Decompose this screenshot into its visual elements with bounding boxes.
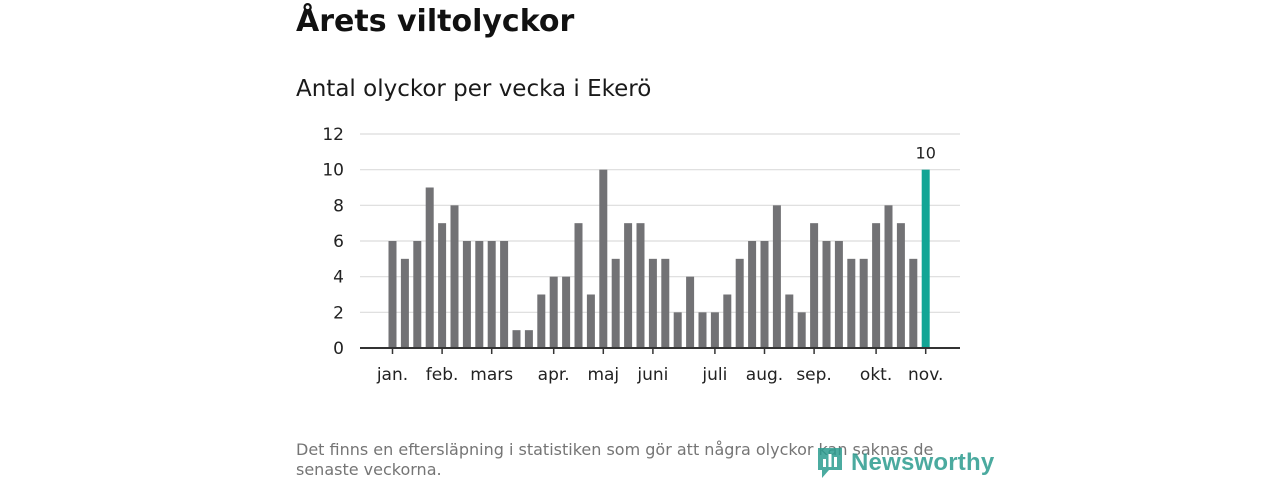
x-tick-label: apr. (538, 365, 570, 385)
bar (562, 276, 571, 348)
x-tick-label: juni (636, 365, 668, 385)
bar (847, 258, 856, 348)
bar (748, 241, 757, 348)
bar (834, 241, 843, 348)
bar (735, 258, 744, 348)
x-tick-label: aug. (746, 365, 783, 385)
bar (462, 241, 471, 348)
bar (425, 187, 434, 348)
bar (859, 258, 868, 348)
bar (475, 241, 484, 348)
newsworthy-logo-icon (818, 448, 842, 478)
x-tick-label: okt. (860, 365, 892, 385)
bar (438, 223, 447, 348)
bar (400, 258, 409, 348)
bar (524, 330, 533, 348)
bar (772, 205, 781, 348)
bar (611, 258, 620, 348)
bar-chart: 0 2 4 6 8 10 12 jan. feb. mars apr. maj juni juli aug… (322, 125, 960, 385)
bar (810, 223, 819, 348)
x-tick-label: sep. (796, 365, 832, 385)
bar (698, 312, 707, 348)
bar (884, 205, 893, 348)
bar (636, 223, 645, 348)
newsworthy-logo: Newsworthy (815, 446, 994, 480)
data-labels: 10 (916, 144, 936, 163)
footnote: Det finns en eftersläpning i statistiken… (296, 440, 934, 479)
bar (710, 312, 719, 348)
bar (500, 241, 509, 348)
bar (648, 258, 657, 348)
y-tick-label: 8 (333, 196, 344, 216)
chart-title: Årets viltolyckor (296, 4, 575, 39)
bar (723, 294, 732, 348)
bar (388, 241, 397, 348)
y-tick-label: 0 (333, 339, 344, 359)
newsworthy-logo-text: Newsworthy (851, 449, 995, 476)
y-tick-label: 4 (333, 268, 344, 288)
bar (760, 241, 769, 348)
bar (537, 294, 546, 348)
bar (413, 241, 422, 348)
bar (822, 241, 831, 348)
x-tick-label: maj (587, 365, 619, 385)
bar-highlight (921, 169, 930, 348)
grid-lines (360, 133, 960, 313)
bar (549, 276, 558, 348)
y-tick-label: 2 (333, 303, 344, 323)
y-tick-label: 12 (322, 125, 344, 145)
bar (797, 312, 806, 348)
bar (673, 312, 682, 348)
bar (909, 258, 918, 348)
bar (896, 223, 905, 348)
x-tick-label: feb. (426, 365, 459, 385)
y-axis-ticks: 0 2 4 6 8 10 12 (322, 125, 344, 359)
x-tick-label: mars (470, 365, 513, 385)
bar (624, 223, 633, 348)
x-tick-label: nov. (908, 365, 943, 385)
y-tick-label: 6 (333, 232, 344, 252)
y-tick-label: 10 (322, 161, 344, 181)
bar (450, 205, 459, 348)
bar (574, 223, 583, 348)
bars (388, 169, 930, 348)
bar (872, 223, 881, 348)
bar (661, 258, 670, 348)
x-tick-label: juli (701, 365, 727, 385)
x-tick-label: jan. (376, 365, 408, 385)
x-axis-ticks: jan. feb. mars apr. maj juni juli aug. sep. okt. n… (376, 348, 943, 385)
bar (586, 294, 595, 348)
bar (512, 330, 521, 348)
bar (487, 241, 496, 348)
chart-subtitle: Antal olyckor per vecka i Ekerö (296, 76, 652, 102)
bar (785, 294, 794, 348)
bar-value-label: 10 (916, 144, 936, 163)
bar (599, 169, 608, 348)
bar (686, 276, 695, 348)
